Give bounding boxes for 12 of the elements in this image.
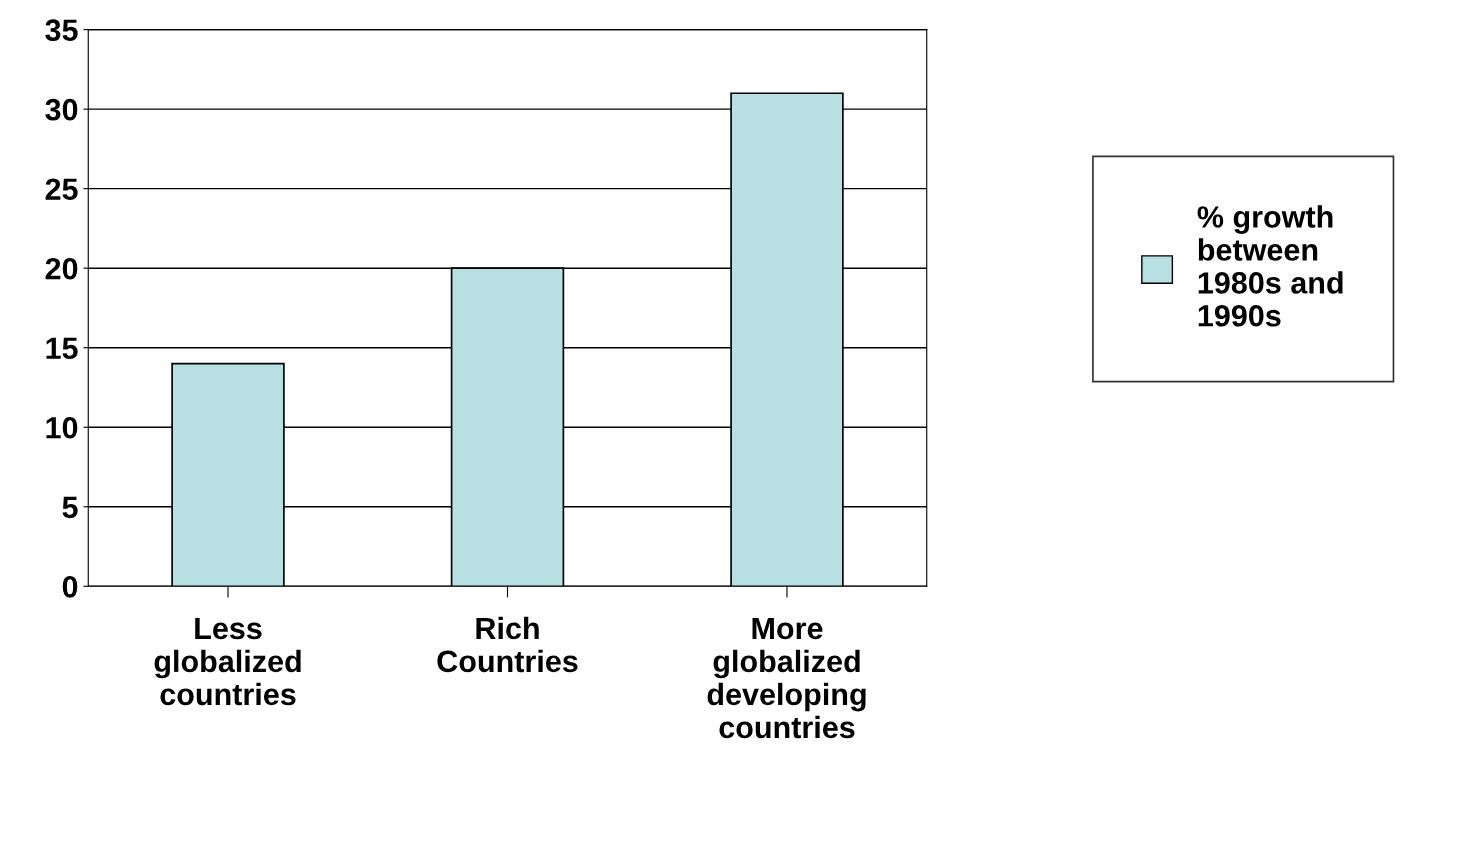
y-tick-label: 20 [45, 257, 78, 280]
y-tick-label: 35 [45, 19, 78, 42]
legend-label: % growth between 1980s and 1990s [1197, 205, 1343, 327]
x-tick-label: More globalized developing countries [707, 617, 866, 739]
y-tick-label: 10 [46, 416, 78, 439]
y-tick-label: 15 [46, 337, 78, 360]
y-tick-label: 25 [45, 178, 78, 201]
x-tick-label: Less globalized countries [154, 617, 301, 706]
y-tick-label: 30 [45, 98, 78, 121]
y-tick-label: 0 [62, 576, 78, 598]
x-tick-label: Rich Countries [437, 616, 578, 673]
y-tick-label: 5 [62, 496, 78, 519]
